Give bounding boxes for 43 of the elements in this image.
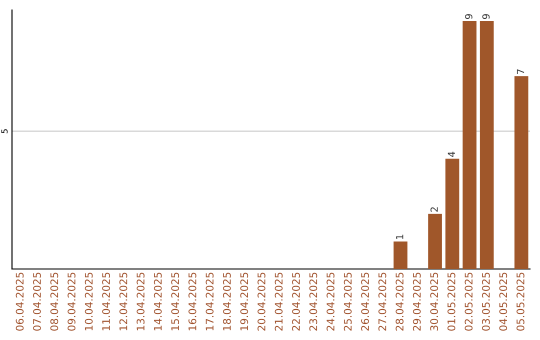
- x-tick-label: 11.04.2025: [102, 272, 110, 330]
- data-label: 9: [465, 14, 472, 20]
- bar: [480, 21, 494, 269]
- x-tick-label: 13.04.2025: [136, 272, 145, 330]
- x-tick-label: 18.04.2025: [222, 272, 231, 330]
- x-tick-label: 15.04.2025: [171, 272, 180, 330]
- x-tick-label: 19.04.2025: [240, 272, 248, 330]
- data-label: 4: [448, 152, 455, 157]
- x-tick-label: 17.04.2025: [206, 272, 214, 330]
- data-label: 2: [430, 207, 438, 212]
- x-tick-label: 14.04.2025: [154, 272, 162, 330]
- x-tick-label: 20.04.2025: [258, 272, 266, 331]
- data-label: 9: [482, 14, 490, 20]
- bar: [514, 76, 528, 269]
- x-tick-label: 02.05.2025: [464, 272, 473, 331]
- x-tick-label: 05.05.2025: [516, 272, 524, 331]
- x-tick-label: 21.04.2025: [274, 272, 283, 331]
- x-tick-label: 22.04.2025: [292, 272, 300, 331]
- x-tick-label: 08.04.2025: [50, 272, 58, 331]
- x-tick-label: 12.04.2025: [119, 272, 128, 330]
- x-tick-label: 29.04.2025: [412, 272, 421, 331]
- x-tick-label: 03.05.2025: [482, 272, 490, 331]
- y-tick-label: 5: [1, 129, 8, 134]
- x-tick-label: 07.04.2025: [33, 272, 41, 331]
- x-tick-label: 09.04.2025: [68, 272, 76, 331]
- x-tick-label: 01.05.2025: [447, 272, 456, 331]
- x-tick-label: 04.05.2025: [499, 272, 508, 331]
- x-tick-label: 27.04.2025: [378, 272, 386, 331]
- x-tick-label: 26.04.2025: [361, 272, 369, 331]
- bar: [428, 214, 442, 269]
- bar: [462, 21, 476, 269]
- data-label: 1: [396, 234, 404, 239]
- bar: [394, 241, 408, 269]
- data-label: 7: [516, 69, 524, 74]
- x-tick-label: 06.04.2025: [16, 272, 24, 331]
- x-tick-label: 10.04.2025: [84, 272, 93, 330]
- bar: [445, 158, 460, 269]
- x-tick-label: 28.04.2025: [396, 272, 404, 331]
- x-tick-label: 16.04.2025: [188, 272, 196, 330]
- x-tick-label: 25.04.2025: [344, 272, 352, 331]
- x-tick-label: 24.04.2025: [326, 272, 334, 331]
- x-tick-label: 23.04.2025: [309, 272, 318, 331]
- x-tick-label: 30.04.2025: [430, 272, 438, 331]
